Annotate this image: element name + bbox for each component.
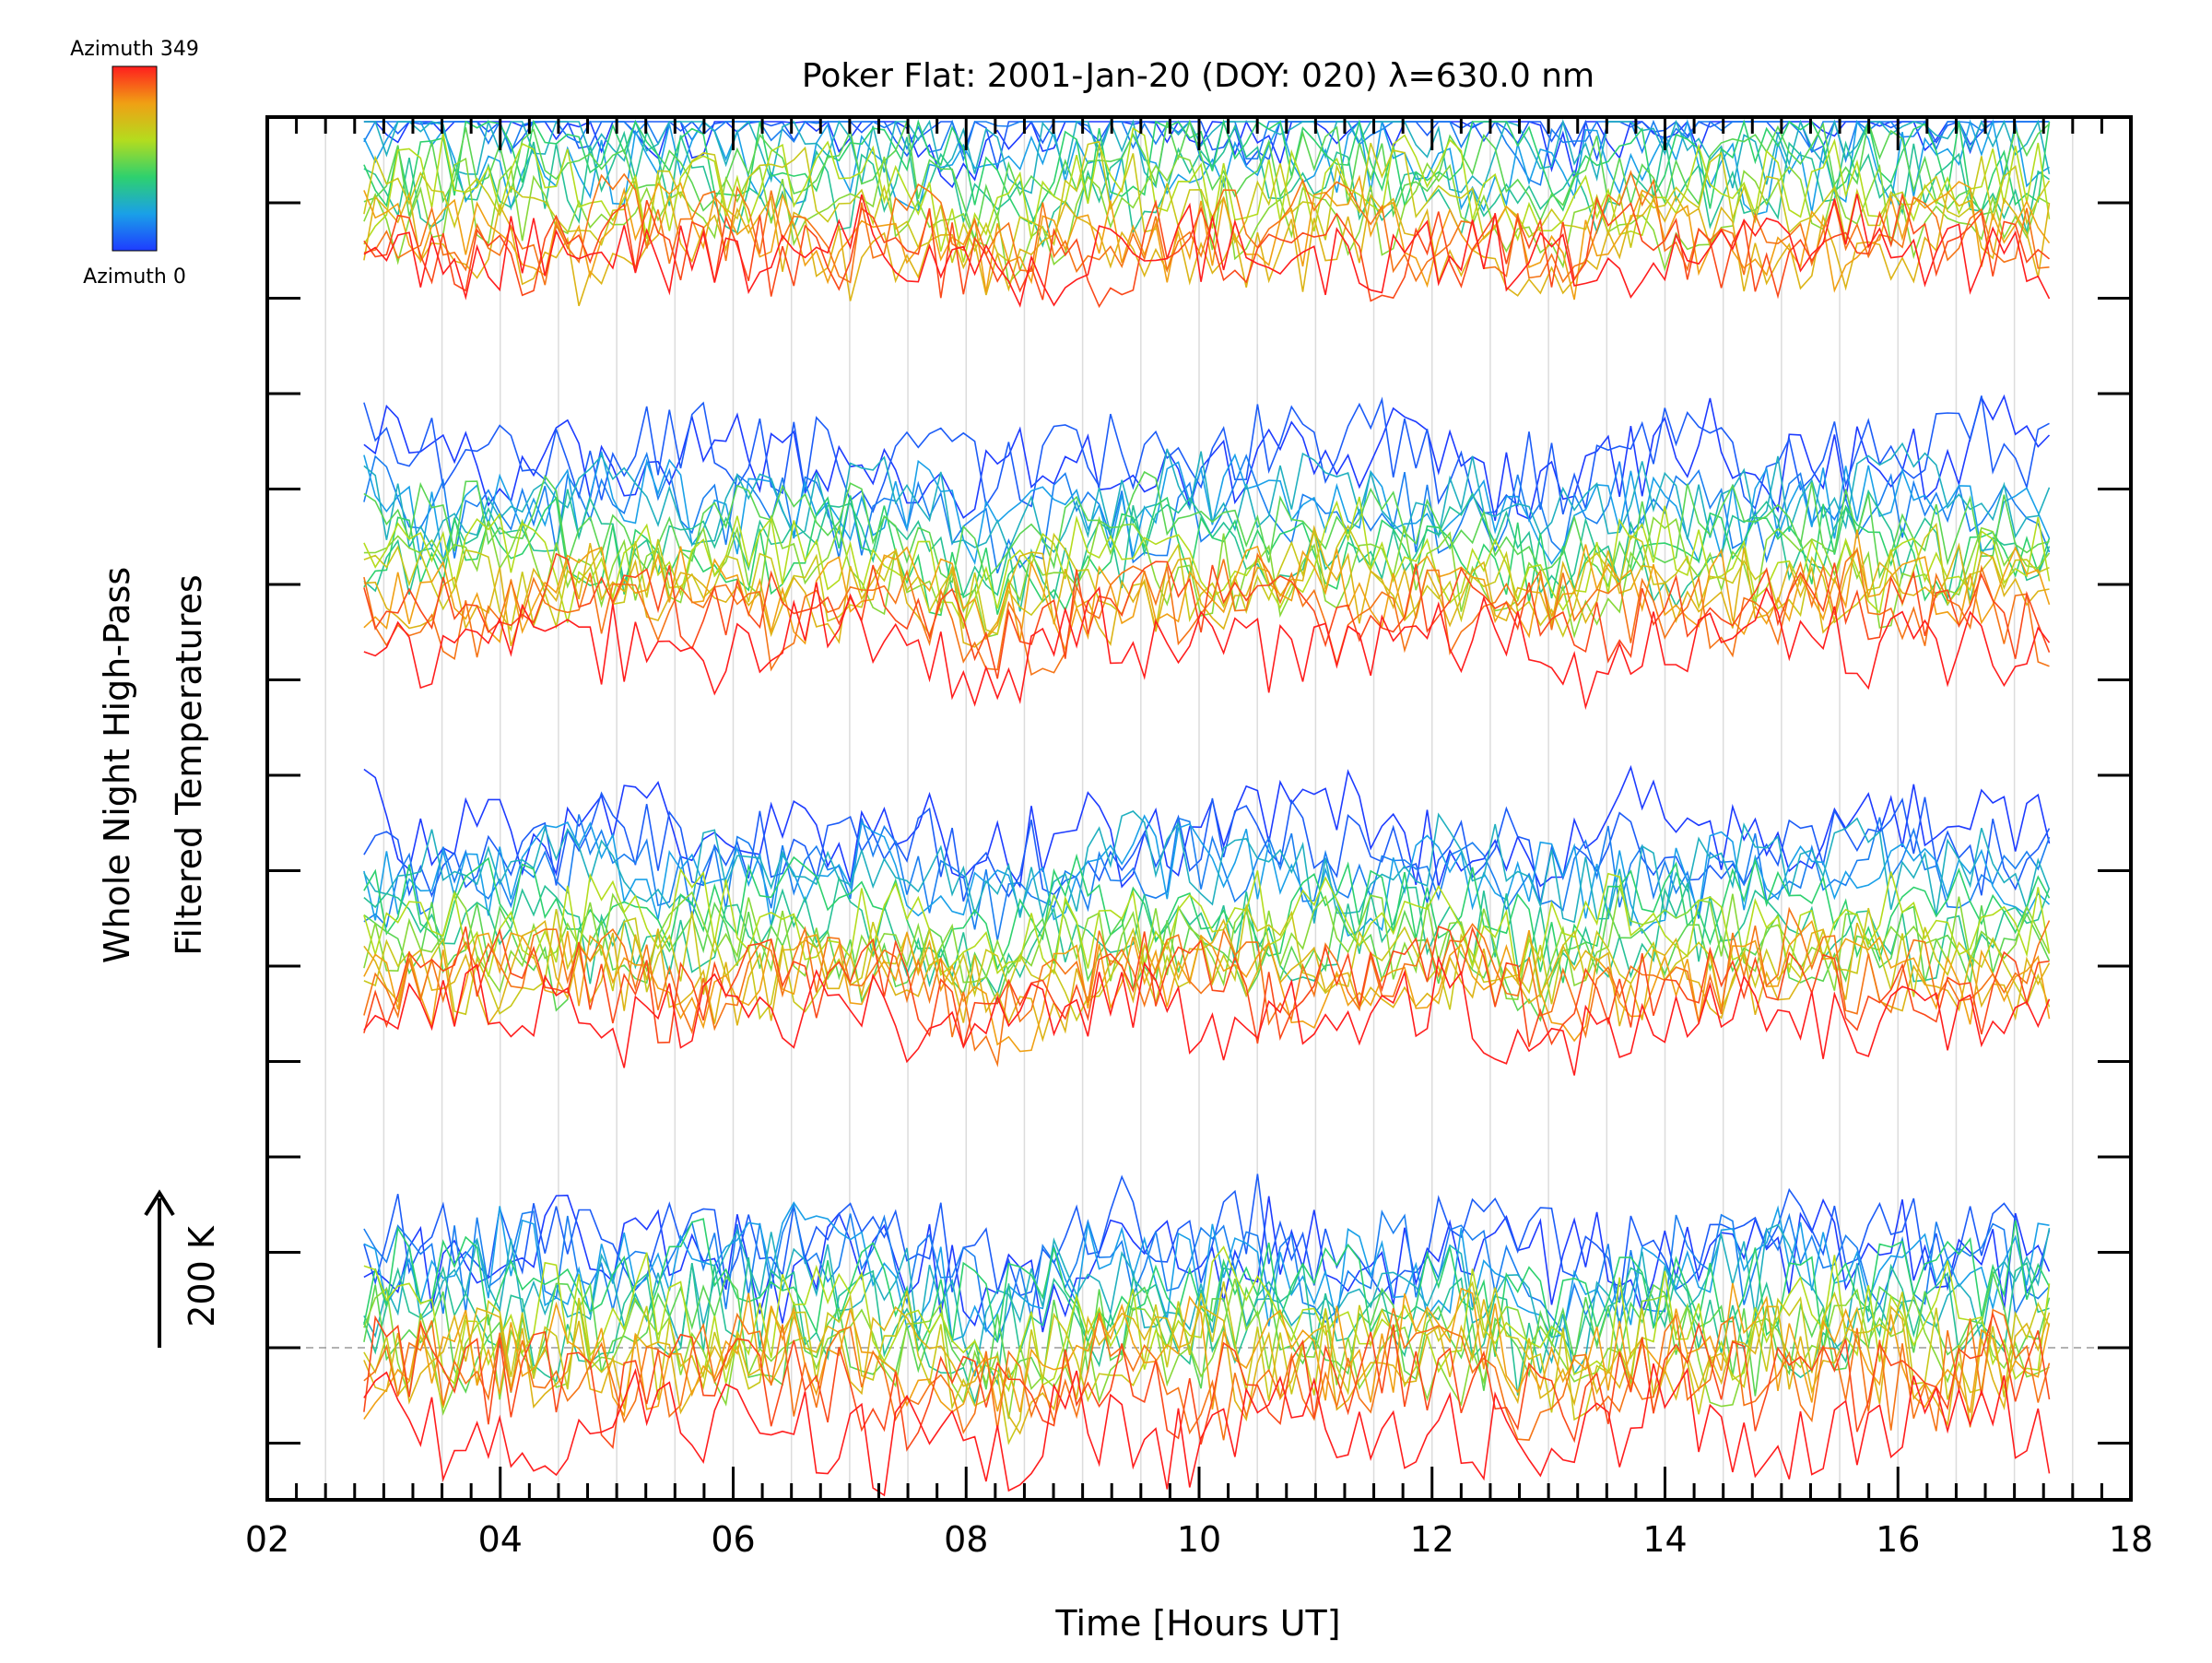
x-tick-label: 10 <box>1177 1519 1221 1560</box>
temperature-trace <box>363 853 2051 984</box>
x-tick-label: 04 <box>478 1519 523 1560</box>
temperature-trace <box>363 810 2051 926</box>
temperature-trace <box>363 902 2051 1022</box>
x-tick-label: 02 <box>245 1519 289 1560</box>
x-axis-ticks <box>265 117 2133 1500</box>
temperature-trace <box>363 1202 2051 1343</box>
temperature-trace <box>363 582 2051 711</box>
x-tick-label: 12 <box>1410 1519 1454 1560</box>
temperature-trace <box>363 190 2051 307</box>
temperature-trace <box>363 118 2051 243</box>
temperature-trace <box>363 918 2051 1043</box>
x-tick-label: 08 <box>944 1519 988 1560</box>
temperature-trace <box>363 515 2051 639</box>
temperature-trace <box>363 155 2050 285</box>
temperature-trace <box>363 1245 2051 1393</box>
temperature-trace <box>363 442 2051 553</box>
temperature-trace <box>363 926 2050 1048</box>
temperature-trace <box>363 791 2051 905</box>
temperature-trace <box>363 451 2051 574</box>
temperature-trace <box>363 194 2051 308</box>
x-tick-label: 16 <box>1876 1519 1920 1560</box>
temperature-trace <box>363 118 2051 225</box>
temperature-trace <box>363 1299 2051 1435</box>
temperature-trace <box>363 174 2051 301</box>
temperature-trace <box>363 867 2051 985</box>
temperature-trace <box>363 814 2051 937</box>
temperature-trace <box>363 906 2051 1067</box>
scale-label: 200 K <box>182 1225 222 1327</box>
temperature-trace <box>363 1363 2051 1497</box>
y-axis-ticks <box>267 201 2131 1445</box>
temperature-trace <box>363 1201 2050 1342</box>
temperature-trace <box>363 548 2050 677</box>
x-axis-tick-labels: 02 04 06 08 10 12 14 16 18 <box>245 1519 2153 1560</box>
temperature-trace <box>363 451 2051 566</box>
temperature-trace <box>363 495 2051 617</box>
colorbar <box>112 65 158 252</box>
colorbar-bottom-label: Azimuth 0 <box>83 265 186 289</box>
temperature-trace <box>363 192 2051 309</box>
x-axis-label: Time [Hours UT] <box>1054 1603 1340 1644</box>
x-tick-label: 18 <box>2109 1519 2153 1560</box>
y-axis-label-line1: Whole Night High-Pass <box>97 567 137 963</box>
temperature-trace <box>363 552 2051 679</box>
temperature-trace <box>363 1194 2051 1333</box>
scale-arrowhead <box>144 1189 175 1217</box>
temperature-trace <box>363 118 2051 195</box>
temperature-trace <box>363 470 2050 588</box>
temperature-trace <box>363 395 2050 515</box>
series-group <box>363 118 2051 1497</box>
x-tick-label: 14 <box>1642 1519 1687 1560</box>
x-tick-label: 06 <box>711 1519 755 1560</box>
temperature-trace <box>363 1311 2051 1452</box>
temperature-trace <box>363 126 2051 263</box>
colorbar-top-label: Azimuth 349 <box>70 38 199 61</box>
temperature-trace <box>363 764 2051 889</box>
chart-title: Poker Flat: 2001-Jan-20 (DOY: 020) λ=630… <box>802 57 1594 95</box>
y-axis-label-line2: Filtered Temperatures <box>169 574 209 955</box>
temperature-trace <box>363 1280 2051 1445</box>
temperature-trace <box>363 955 2051 1076</box>
temperature-trace <box>363 489 2051 612</box>
